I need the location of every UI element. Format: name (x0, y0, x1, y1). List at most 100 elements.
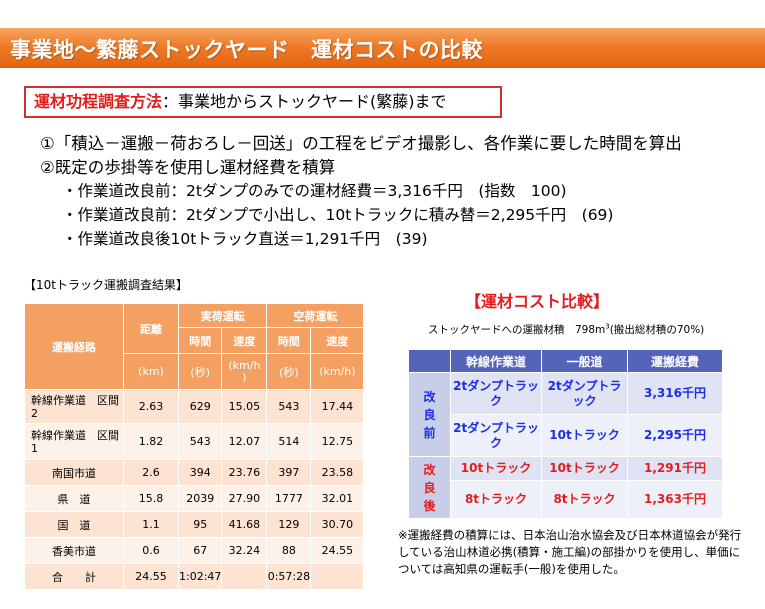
title-bar: 事業地～繁藤ストックヤード 運材コストの比較 (0, 28, 765, 68)
empty-speed-cell: 12.75 (310, 423, 365, 460)
distance-cell: 0.6 (123, 537, 179, 564)
empty-time-cell: 397 (266, 459, 312, 486)
unit-km: (km) (123, 353, 179, 390)
unit-kmh-loaded: (km/h ) (221, 353, 268, 390)
header-cost: 運搬経費 (627, 349, 723, 373)
table-row: 県 道 15.8 2039 27.90 1777 32.01 (24, 485, 365, 512)
method-box: 運材功程調査方法：事業地からストックヤード(繁藤)まで (24, 86, 502, 118)
header-trunk-road: 幹線作業道 (450, 349, 542, 373)
empty-speed-cell (310, 563, 365, 590)
header-loaded: 実荷運転 (177, 303, 268, 328)
method-text: ：事業地からストックヤード(繁藤)まで (162, 92, 447, 111)
loaded-speed-cell: 32.24 (221, 537, 268, 564)
cost-comparison-title: 【運材コスト比較】 (465, 292, 610, 311)
table-row: 2tダンプトラック 10tトラック 2,295千円 (409, 414, 723, 457)
empty-speed-cell: 24.55 (310, 537, 365, 564)
line-1: ①「積込－運搬－荷おろし－回送」の工程をビデオ撮影し、各作業に要した時間を算出 (40, 134, 682, 153)
footnote: ※運搬経費の積算には、日本治山治水協会及び日本林道協会が発行している治山林道必携… (398, 528, 742, 576)
unit-sec-loaded: (秒) (177, 353, 223, 390)
header-loaded-time: 時間 (177, 327, 223, 354)
empty-speed-cell: 17.44 (310, 389, 365, 424)
loaded-time-cell: 2039 (177, 485, 223, 512)
loaded-speed-cell: 41.68 (221, 511, 268, 538)
general-cell: 8tトラック (541, 480, 628, 519)
loaded-speed-cell: 27.90 (221, 485, 268, 512)
truck-survey-table: 運搬経路 距離 実荷運転 空荷運転 時間 速度 時間 速度 (km) (秒) (… (24, 303, 365, 590)
subline-1: ・作業道改良前：2tダンプのみでの運材経費＝3,316千円 (指数 100) (62, 182, 567, 200)
header-corner (408, 349, 451, 373)
distance-cell: 24.55 (123, 563, 179, 590)
unit-sec-empty: (秒) (266, 353, 312, 390)
cost-cell: 1,291千円 (627, 456, 723, 481)
distance-cell: 2.6 (123, 459, 179, 486)
loaded-time-cell: 543 (177, 423, 223, 460)
cost-comparison-table: 幹線作業道 一般道 運搬経費 改良前 2tダンプトラック 2tダンプトラック 3… (408, 349, 723, 519)
empty-speed-cell: 30.70 (310, 511, 365, 538)
route-cell: 県 道 (24, 485, 124, 512)
empty-time-cell: 88 (266, 537, 312, 564)
empty-time-cell: 0:57:28 (266, 563, 312, 590)
route-cell: 国 道 (24, 511, 124, 538)
header-route: 運搬経路 (24, 303, 124, 390)
loaded-time-cell: 67 (177, 537, 223, 564)
cost-cell: 2,295千円 (627, 414, 723, 457)
empty-time-cell: 543 (266, 389, 312, 424)
empty-time-cell: 129 (266, 511, 312, 538)
route-cell: 南国市道 (24, 459, 124, 486)
header-loaded-speed: 速度 (221, 327, 268, 354)
empty-time-cell: 514 (266, 423, 312, 460)
trunk-cell: 10tトラック (450, 456, 542, 481)
cost-cell: 1,363千円 (627, 480, 723, 519)
unit-kmh-empty: (km/h) (310, 353, 365, 390)
loaded-time-cell: 95 (177, 511, 223, 538)
header-distance: 距離 (123, 303, 179, 354)
table-row: 改良後 10tトラック 10tトラック 1,291千円 (408, 456, 723, 519)
header-general-road: 一般道 (541, 349, 628, 373)
general-cell: 10tトラック (541, 456, 628, 481)
distance-cell: 1.1 (123, 511, 179, 538)
loaded-time-cell: 629 (177, 389, 223, 424)
route-cell: 幹線作業道 区間2 (24, 389, 124, 424)
caption-tail: (搬出総材積の70%) (609, 324, 705, 336)
loaded-time-cell: 1:02:47 (177, 563, 223, 590)
header-empty-speed: 速度 (310, 327, 365, 354)
subline-2: ・作業道改良前：2tダンプで小出し、10tトラックに積み替＝2,295千円 (6… (62, 206, 614, 224)
trunk-cell: 8tトラック (450, 480, 542, 519)
distance-cell: 15.8 (123, 485, 179, 512)
general-cell: 2tダンプトラック (541, 372, 628, 415)
loaded-speed-cell (221, 563, 268, 590)
general-cell: 10tトラック (541, 414, 628, 457)
distance-cell: 2.63 (123, 389, 179, 424)
trunk-cell: 2tダンプトラック (450, 372, 542, 415)
caption-sup: 3 (605, 322, 610, 331)
table-row: 南国市道 2.6 394 23.76 397 23.58 (24, 459, 365, 486)
loaded-speed-cell: 15.05 (221, 389, 268, 424)
table-row-total: 合 計 24.55 1:02:47 0:57:28 (24, 563, 365, 590)
method-label: 運材功程調査方法 (34, 92, 163, 111)
caption-main: ストックヤードへの運搬材積 798m (428, 324, 606, 336)
cost-cell: 3,316千円 (627, 372, 723, 415)
loaded-time-cell: 394 (177, 459, 223, 486)
empty-time-cell: 1777 (266, 485, 312, 512)
header-empty: 空荷運転 (266, 303, 365, 328)
empty-speed-cell: 32.01 (310, 485, 365, 512)
distance-cell: 1.82 (123, 423, 179, 460)
table-row: 国 道 1.1 95 41.68 129 30.70 (24, 511, 365, 538)
route-cell: 香美市道 (24, 537, 124, 564)
left-table-caption: 【10tトラック運搬調査結果】 (24, 278, 188, 292)
group-after-label: 改良後 (408, 456, 451, 519)
route-cell: 合 計 (24, 563, 124, 590)
line-2: ②既定の歩掛等を使用し運材経費を積算 (40, 158, 336, 177)
table-row: 香美市道 0.6 67 32.24 88 24.55 (24, 537, 365, 564)
table-row: 幹線作業道 区間2 2.63 629 15.05 543 17.44 (24, 389, 365, 424)
page-title: 事業地～繁藤ストックヤード 運材コストの比較 (10, 38, 483, 62)
table-row: 改良前 2tダンプトラック 2tダンプトラック 3,316千円 (408, 372, 723, 457)
loaded-speed-cell: 12.07 (221, 423, 268, 460)
trunk-cell: 2tダンプトラック (450, 414, 542, 457)
loaded-speed-cell: 23.76 (221, 459, 268, 486)
subline-3: ・作業道改良後10tトラック直送＝1,291千円 (39) (62, 230, 428, 248)
header-empty-time: 時間 (266, 327, 312, 354)
route-cell: 幹線作業道 区間1 (24, 423, 124, 460)
group-before-label: 改良前 (408, 372, 451, 457)
table-row: 幹線作業道 区間1 1.82 543 12.07 514 12.75 (24, 423, 365, 460)
